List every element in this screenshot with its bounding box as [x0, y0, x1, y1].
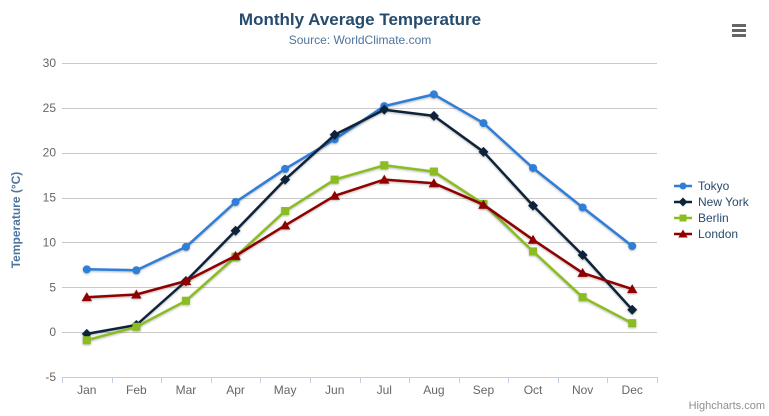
y-tick-label: 0	[49, 325, 56, 339]
circle-marker-icon	[674, 182, 692, 190]
y-tick-label: 10	[43, 235, 57, 249]
x-tick-label: Aug	[423, 383, 444, 397]
x-tick-label: Sep	[473, 383, 495, 397]
y-tick-label: 25	[43, 101, 57, 115]
legend-label: New York	[698, 195, 749, 209]
chart-title: Monthly Average Temperature	[238, 10, 482, 29]
chart-subtitle: Source: WorldClimate.com	[288, 33, 432, 47]
legend-item-london[interactable]: London	[673, 226, 749, 242]
hamburger-icon	[732, 33, 746, 37]
hamburger-icon	[732, 23, 746, 27]
x-tick-label: Jan	[77, 383, 96, 397]
y-axis-title: Temperature (°C)	[9, 171, 23, 269]
series-london[interactable]	[81, 174, 638, 302]
legend-label: Tokyo	[698, 179, 730, 193]
series-new-york[interactable]	[81, 104, 638, 339]
y-axis-labels: -5 0 5 10 15 20 25 30	[43, 56, 57, 384]
x-tick-label: Jul	[377, 383, 392, 397]
diamond-marker-icon	[674, 197, 692, 207]
hamburger-icon	[732, 28, 746, 32]
legend-item-berlin[interactable]: Berlin	[673, 210, 749, 226]
x-tick-label: Oct	[524, 383, 543, 397]
legend: Tokyo New York Berlin London	[673, 178, 749, 242]
export-menu-button[interactable]	[732, 22, 748, 38]
legend-label: London	[698, 227, 739, 241]
legend-item-tokyo[interactable]: Tokyo	[673, 178, 749, 194]
x-tick-label: Jun	[325, 383, 344, 397]
y-tick-label: 15	[43, 191, 57, 205]
y-gridlines	[62, 63, 657, 333]
x-tick-label: Mar	[176, 383, 197, 397]
y-tick-label: 5	[49, 280, 56, 294]
x-tick-label: Dec	[622, 383, 643, 397]
legend-item-new-york[interactable]: New York	[673, 194, 749, 210]
x-axis-labels: Jan Feb Mar Apr May Jun Jul Aug Sep Oct Nov Dec	[77, 383, 643, 397]
x-tick-label: Feb	[126, 383, 147, 397]
series-tokyo[interactable]	[82, 90, 637, 275]
legend-label: Berlin	[698, 211, 729, 225]
square-marker-icon	[674, 214, 692, 222]
x-tick-label: Apr	[226, 383, 245, 397]
x-axis	[62, 377, 658, 383]
y-tick-label: 20	[43, 146, 57, 160]
x-tick-label: May	[274, 383, 297, 397]
credits-link[interactable]: Highcharts.com	[688, 400, 765, 412]
x-tick-label: Nov	[572, 383, 593, 397]
y-tick-label: 30	[43, 56, 57, 70]
y-tick-label: -5	[45, 370, 56, 384]
triangle-marker-icon	[674, 229, 692, 238]
